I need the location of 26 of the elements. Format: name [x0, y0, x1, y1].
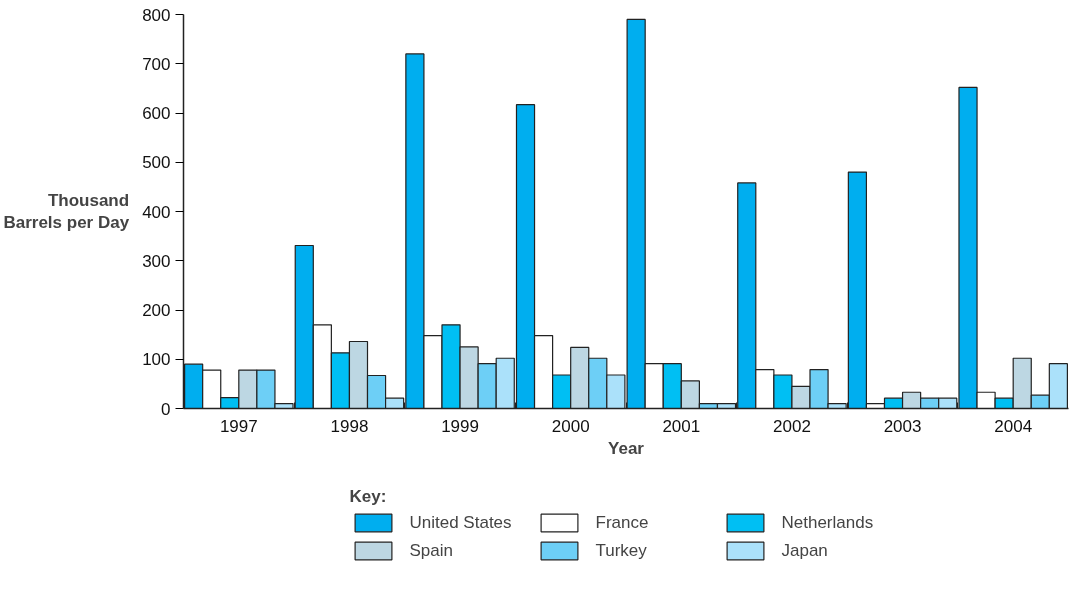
y-tick-label: 0	[161, 399, 171, 419]
x-tick-label: 1999	[441, 416, 479, 436]
x-tick-label: 2004	[994, 416, 1033, 436]
y-axis-title: Thousand Barrels per Day	[3, 190, 130, 233]
x-tick-label: 2000	[551, 416, 590, 436]
x-tick-label: 1997	[219, 416, 258, 436]
x-tick-label: 2003	[883, 416, 922, 436]
x-tick-label: 2001	[662, 416, 701, 436]
x-tick-label: 2002	[773, 416, 811, 436]
y-tick-label: 200	[142, 301, 171, 320]
y-tick-label: 500	[142, 153, 171, 173]
y-tick-label: 400	[142, 202, 171, 222]
legend-label: Netherlands	[781, 512, 875, 533]
y-tick-label: 700	[142, 54, 171, 74]
y-tick-label: 100	[142, 350, 171, 370]
x-tick-label: 1998	[330, 416, 369, 436]
legend-label: United States	[409, 512, 513, 533]
x-axis-title: Year	[608, 438, 645, 458]
y-tick-label: 600	[142, 104, 171, 123]
legend-label: Spain	[409, 540, 454, 561]
y-tick-label: 300	[142, 251, 171, 271]
legend-label: France	[595, 512, 650, 533]
y-tick-label: 800	[142, 5, 171, 25]
legend-label: Turkey	[595, 540, 648, 561]
legend-title: Key:	[349, 486, 388, 507]
legend-label: Japan	[781, 540, 829, 561]
